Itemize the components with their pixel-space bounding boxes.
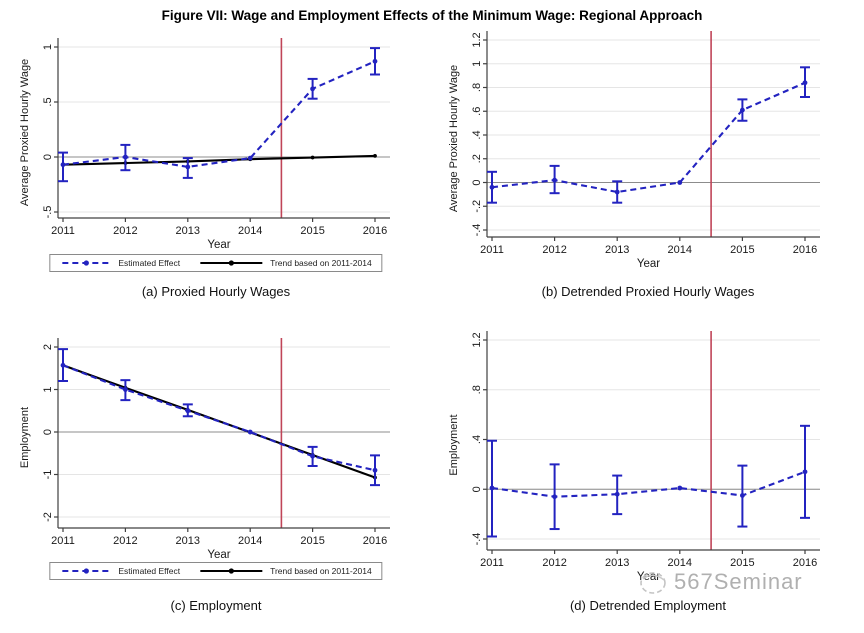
svg-text:0: 0 xyxy=(42,429,54,435)
svg-text:2011: 2011 xyxy=(480,557,504,569)
svg-text:Employment: Employment xyxy=(19,407,31,468)
panel-d-chart: -.4 0 .4 .8 1.2 2011 2012 2013 2014 2015 2016 Emplo… xyxy=(448,331,820,580)
svg-text:1.2: 1.2 xyxy=(471,332,483,347)
svg-text:-.4: -.4 xyxy=(471,533,483,546)
svg-text:2012: 2012 xyxy=(113,225,137,237)
svg-text:-.2: -.2 xyxy=(471,200,483,213)
legend-box: Estimated Effect Trend based on 2011-201… xyxy=(49,254,383,272)
watermark-text: 567Seminar xyxy=(674,569,803,594)
svg-text:2011: 2011 xyxy=(51,225,75,237)
svg-text:-.5: -.5 xyxy=(42,206,54,219)
panel-b-caption: (b) Detrended Proxied Hourly Wages xyxy=(541,284,755,299)
svg-text:-.4: -.4 xyxy=(471,224,483,237)
watermark-logo-icon xyxy=(640,572,666,594)
svg-text:2013: 2013 xyxy=(176,225,200,237)
svg-text:2015: 2015 xyxy=(300,225,324,237)
legend-label-trend: Trend based on 2011-2014 xyxy=(270,566,372,576)
svg-text:2012: 2012 xyxy=(542,244,566,256)
svg-text:1.2: 1.2 xyxy=(471,32,483,47)
svg-text:-1: -1 xyxy=(42,470,54,480)
panel-employment: -2 -1 0 1 2 2011 2012 2013 2014 2015 2016 Employmen… xyxy=(0,312,432,632)
svg-text:2: 2 xyxy=(42,344,54,350)
svg-text:0: 0 xyxy=(471,486,483,492)
panel-d-caption: (d) Detrended Employment xyxy=(569,598,727,613)
panel-c-caption: (c) Employment xyxy=(170,598,262,613)
panel-proxied-hourly-wages: -.5 0 .5 1 2011 2012 2013 2014 2015 2016 Average P… xyxy=(0,28,432,313)
svg-text:2011: 2011 xyxy=(480,244,504,256)
watermark: 567Seminar xyxy=(636,567,803,597)
svg-text:2016: 2016 xyxy=(363,535,387,547)
trend-marker-icon xyxy=(200,568,263,574)
svg-text:2014: 2014 xyxy=(668,244,692,256)
svg-text:2012: 2012 xyxy=(113,535,137,547)
svg-text:2013: 2013 xyxy=(605,557,629,569)
svg-text:Employment: Employment xyxy=(448,414,460,475)
panel-detrended-proxied-hourly-wages: -.4 -.2 0 .2 .4 .6 .8 1 1.2 2011 2012 2013 2014 2015 2… xyxy=(432,28,864,313)
trend-marker-icon xyxy=(200,260,263,266)
svg-text:.4: .4 xyxy=(471,435,483,444)
svg-text:0: 0 xyxy=(471,179,483,185)
figure-title: Figure VII: Wage and Employment Effects … xyxy=(161,8,703,23)
svg-text:.8: .8 xyxy=(471,385,483,394)
svg-text:.2: .2 xyxy=(471,154,483,163)
legend-item-estimated-effect: Estimated Effect xyxy=(60,566,180,576)
svg-text:.4: .4 xyxy=(471,130,483,139)
legend-label-estimated: Estimated Effect xyxy=(118,566,181,576)
panel-a-caption: (a) Proxied Hourly Wages xyxy=(141,284,291,299)
svg-text:2011: 2011 xyxy=(51,535,75,547)
svg-text:2016: 2016 xyxy=(793,557,817,569)
svg-text:2014: 2014 xyxy=(238,535,262,547)
svg-text:-2: -2 xyxy=(42,512,54,522)
svg-text:.6: .6 xyxy=(471,107,483,116)
legend-label-trend: Trend based on 2011-2014 xyxy=(270,258,372,268)
panel-a-chart: -.5 0 .5 1 2011 2012 2013 2014 2015 2016 Average P… xyxy=(19,38,390,250)
svg-text:1: 1 xyxy=(471,61,483,67)
svg-text:2015: 2015 xyxy=(300,535,324,547)
svg-text:.5: .5 xyxy=(42,97,54,106)
svg-text:2013: 2013 xyxy=(605,244,629,256)
legend-item-trend: Trend based on 2011-2014 xyxy=(198,566,372,576)
svg-text:2014: 2014 xyxy=(668,557,692,569)
svg-text:2016: 2016 xyxy=(363,225,387,237)
panel-b-chart: -.4 -.2 0 .2 .4 .6 .8 1 1.2 2011 2012 2013 2014 2015 2… xyxy=(448,31,820,268)
svg-text:Year: Year xyxy=(207,239,230,250)
svg-text:2015: 2015 xyxy=(730,244,754,256)
legend-label-estimated: Estimated Effect xyxy=(118,258,181,268)
panel-c-chart: -2 -1 0 1 2 2011 2012 2013 2014 2015 2016 Employmen… xyxy=(19,338,390,558)
svg-text:.8: .8 xyxy=(471,83,483,92)
legend-item-trend: Trend based on 2011-2014 xyxy=(198,258,372,268)
estimated-effect-marker-icon xyxy=(62,568,111,574)
svg-text:1: 1 xyxy=(42,386,54,392)
svg-text:Average Proxied Hourly Wage: Average Proxied Hourly Wage xyxy=(448,65,460,212)
svg-text:Year: Year xyxy=(207,549,230,558)
svg-text:2014: 2014 xyxy=(238,225,262,237)
legend-item-estimated-effect: Estimated Effect xyxy=(60,258,180,268)
estimated-effect-marker-icon xyxy=(62,260,111,266)
svg-text:1: 1 xyxy=(42,44,54,50)
svg-text:2016: 2016 xyxy=(793,244,817,256)
svg-text:2015: 2015 xyxy=(730,557,754,569)
svg-text:Year: Year xyxy=(637,258,660,268)
panel-detrended-employment: -.4 0 .4 .8 1.2 2011 2012 2013 2014 2015 2016 Emplo… xyxy=(432,312,864,632)
svg-text:2012: 2012 xyxy=(542,557,566,569)
svg-text:2013: 2013 xyxy=(176,535,200,547)
svg-text:Average Proxied Hourly Wage: Average Proxied Hourly Wage xyxy=(19,59,31,206)
legend-box: Estimated Effect Trend based on 2011-201… xyxy=(49,562,383,580)
svg-text:0: 0 xyxy=(42,154,54,160)
